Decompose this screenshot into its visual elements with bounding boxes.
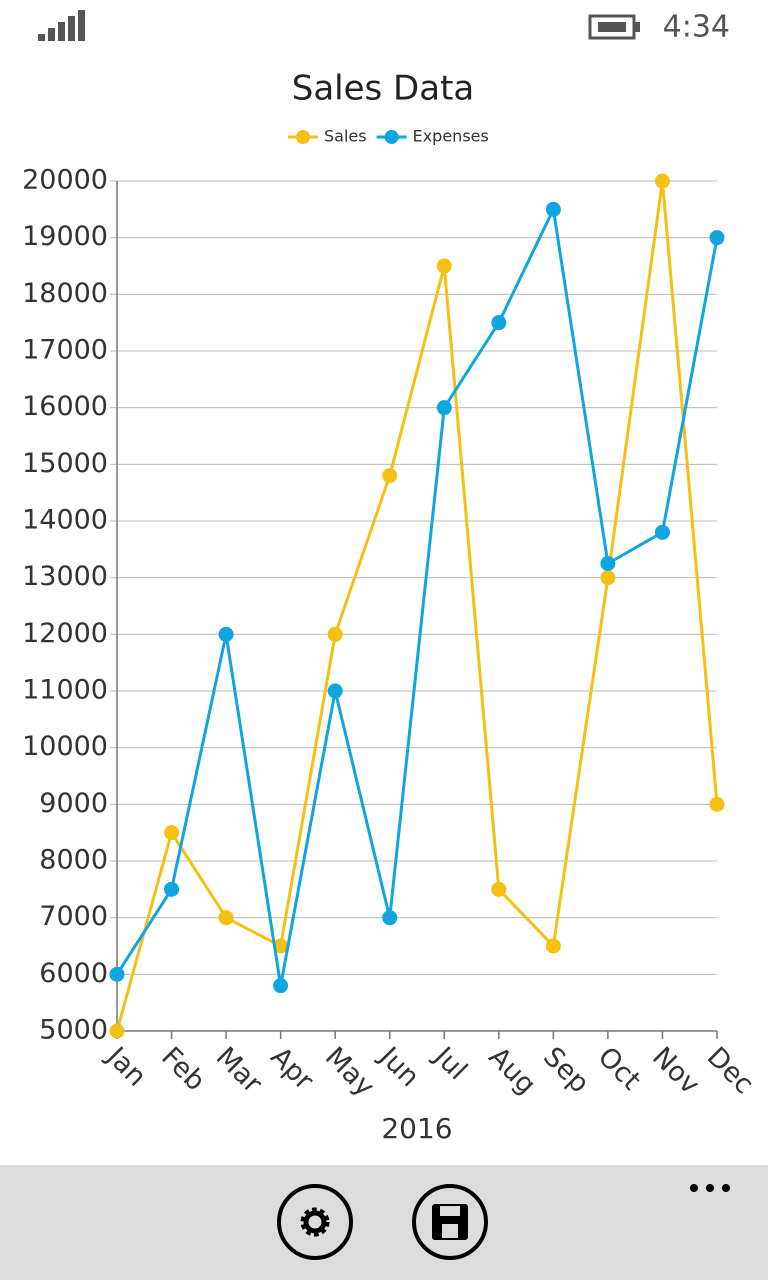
x-tick-label: May (319, 1041, 380, 1102)
data-point (709, 796, 725, 812)
y-tick-label: 10000 (22, 731, 108, 762)
x-axis-title: 2016 (381, 1112, 452, 1145)
x-tick-label: Oct (592, 1041, 647, 1096)
chart-title: Sales Data (292, 69, 474, 109)
battery-plug (598, 22, 626, 32)
clock: 4:34 (663, 10, 730, 45)
data-point (382, 910, 398, 926)
signal-bar (68, 16, 75, 41)
signal-bar (38, 34, 45, 41)
data-point (327, 683, 343, 699)
battery-icon (588, 14, 636, 40)
data-point (218, 910, 234, 926)
x-tick-label: Aug (483, 1041, 542, 1100)
x-tick-label: Jan (99, 1040, 152, 1093)
y-tick-label: 9000 (39, 788, 108, 819)
y-tick-label: 5000 (39, 1015, 108, 1046)
y-tick-label: 12000 (22, 618, 108, 649)
y-tick-label: 11000 (22, 675, 108, 706)
data-point (109, 1023, 125, 1039)
y-tick-label: 7000 (39, 901, 108, 932)
legend-marker (384, 130, 399, 144)
y-tick-label: 19000 (22, 221, 108, 252)
data-point (273, 938, 289, 954)
y-tick-label: 14000 (22, 505, 108, 536)
data-point (545, 201, 561, 217)
data-point (109, 966, 125, 982)
data-point (654, 173, 670, 189)
data-point (600, 570, 616, 586)
data-point (436, 258, 452, 274)
x-tick-label: Jun (372, 1040, 425, 1093)
series-line (115, 179, 719, 1032)
y-tick-label: 13000 (22, 561, 108, 592)
series-line (115, 207, 719, 988)
data-point (600, 556, 616, 571)
x-tick-label: Feb (155, 1041, 211, 1097)
x-tick-label: Nov (646, 1041, 705, 1100)
y-tick-label: 6000 (39, 958, 108, 989)
button-ring (412, 1184, 488, 1260)
x-tick-label: Mar (210, 1041, 269, 1100)
floppy-label (440, 1206, 460, 1216)
app-bar (0, 1165, 768, 1280)
data-point (436, 400, 452, 416)
data-point (545, 938, 561, 954)
y-tick-label: 16000 (22, 391, 108, 422)
dot (722, 1184, 730, 1192)
status-bar: 4:34 (38, 10, 730, 45)
x-tick-label: Sep (537, 1041, 595, 1099)
data-point (164, 881, 180, 897)
data-point (327, 626, 343, 642)
y-tick-label: 15000 (22, 448, 108, 479)
settings-button[interactable] (277, 1184, 353, 1260)
legend: Sales Expenses (288, 127, 489, 146)
data-point (382, 468, 398, 484)
data-point (654, 524, 670, 540)
dot (706, 1184, 714, 1192)
y-tick-label: 17000 (22, 335, 108, 366)
data-point (491, 315, 507, 331)
data-point (491, 881, 507, 897)
y-tick-label: 8000 (39, 845, 108, 876)
signal-bar (78, 10, 85, 41)
legend-label: Expenses (413, 127, 489, 146)
x-tick-label: Jul (427, 1040, 473, 1086)
floppy-slot (442, 1224, 458, 1238)
data-point (164, 825, 180, 841)
x-tick-label: Apr (264, 1041, 320, 1097)
legend-marker (296, 130, 310, 144)
data-point (218, 626, 234, 642)
data-point (709, 230, 725, 246)
gear-icon (303, 1210, 327, 1234)
more-button[interactable] (690, 1184, 730, 1192)
data-point (273, 978, 289, 994)
app-bar-background (0, 1165, 768, 1280)
button-ring (277, 1184, 353, 1260)
y-tick-label: 20000 (22, 165, 108, 196)
signal-bar (58, 22, 65, 41)
legend-label: Sales (324, 127, 367, 146)
save-button[interactable] (412, 1184, 488, 1260)
battery-tip (635, 22, 640, 32)
y-tick-label: 18000 (22, 278, 108, 309)
dot (690, 1184, 698, 1192)
signal-bar (48, 28, 55, 41)
x-tick-label: Dec (701, 1041, 760, 1100)
